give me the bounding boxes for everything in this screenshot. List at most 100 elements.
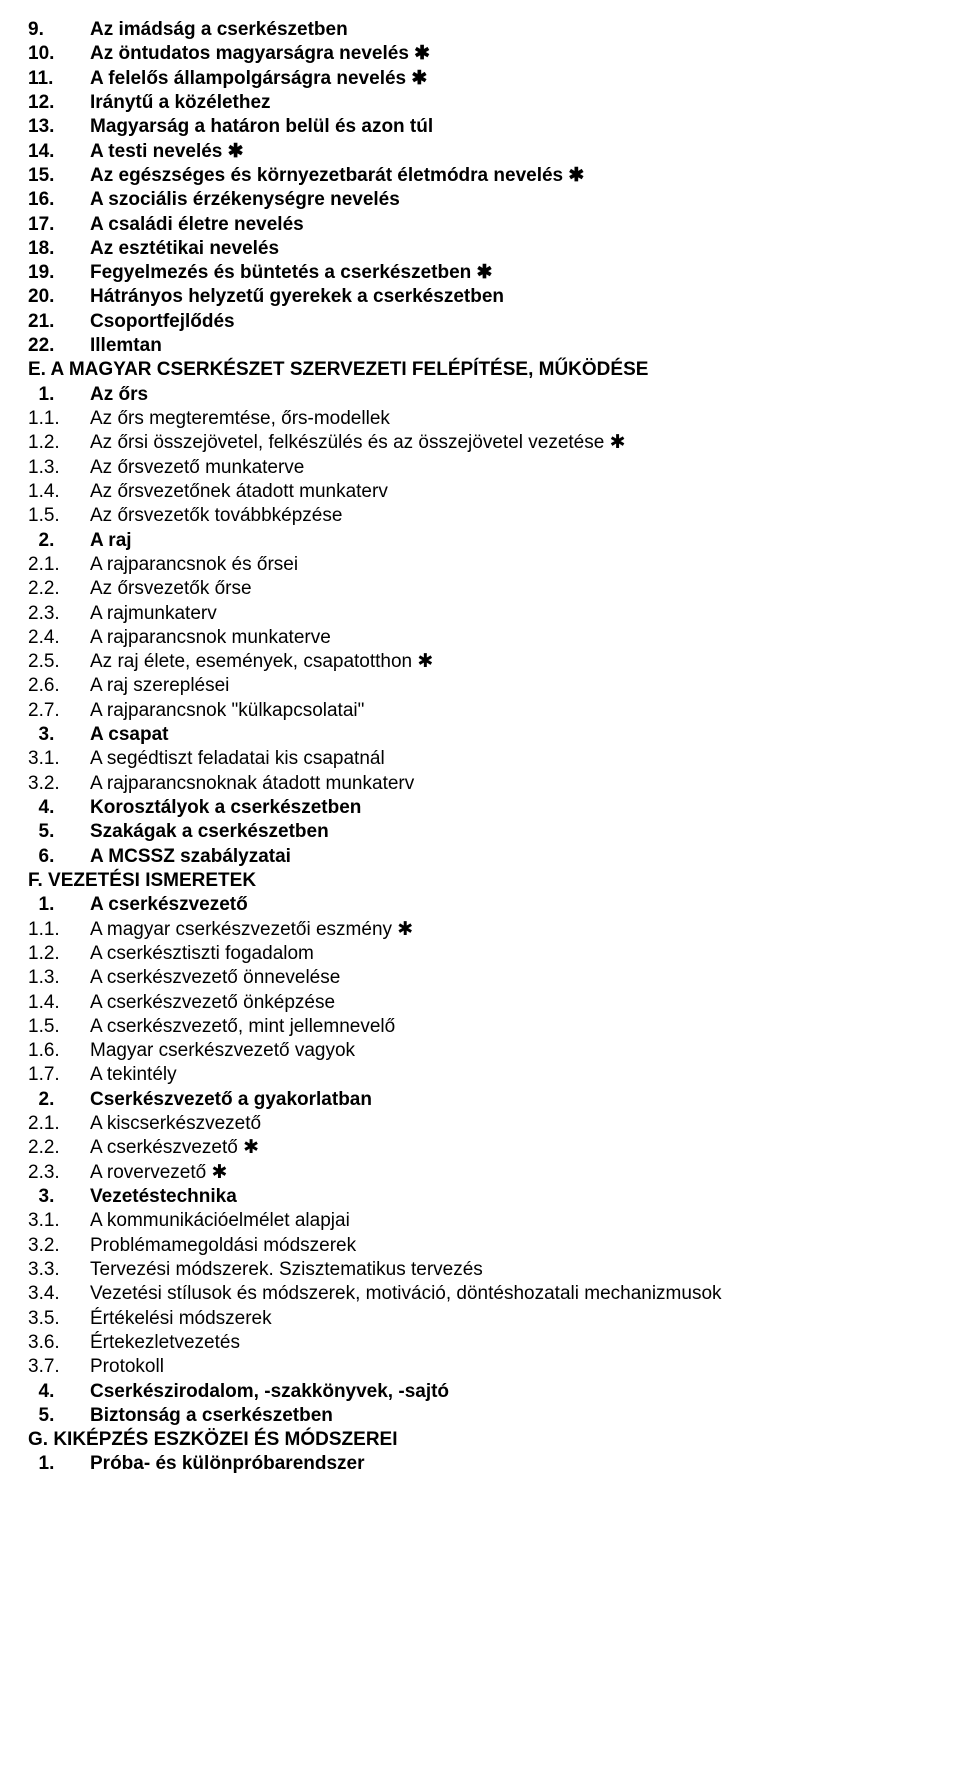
line-number: 2.1.	[28, 553, 90, 577]
line-number: 1.1.	[28, 407, 90, 431]
line-text: Csoportfejlődés	[90, 310, 235, 334]
line-number: 13.	[28, 115, 90, 139]
line-text: Magyar cserkészvezető vagyok	[90, 1039, 355, 1063]
list-line: 3.2.A rajparancsnoknak átadott munkaterv	[28, 772, 942, 796]
line-number: 1.2.	[28, 942, 90, 966]
list-line: 3.Vezetéstechnika	[28, 1185, 942, 1209]
line-text: Korosztályok a cserkészetben	[90, 796, 361, 820]
line-text: Az egészséges és környezetbarát életmódr…	[90, 164, 584, 188]
line-text: A cserkészvezető önképzése	[90, 991, 335, 1015]
line-number: 3.2.	[28, 772, 90, 796]
list-line: 1.4.Az őrsvezetőnek átadott munkaterv	[28, 480, 942, 504]
list-line: 13.Magyarság a határon belül és azon túl	[28, 115, 942, 139]
list-line: 1.Próba- és különpróbarendszer	[28, 1452, 942, 1476]
list-line: 2.4.A rajparancsnok munkaterve	[28, 626, 942, 650]
list-line: 15.Az egészséges és környezetbarát életm…	[28, 164, 942, 188]
line-text: A rovervezető ✱	[90, 1161, 227, 1185]
line-text: A cserkészvezető ✱	[90, 1136, 259, 1160]
line-number: 3.	[28, 1185, 90, 1209]
list-line: 3.4.Vezetési stílusok és módszerek, moti…	[28, 1282, 942, 1306]
line-number: 6.	[28, 845, 90, 869]
line-text: A segédtiszt feladatai kis csapatnál	[90, 747, 385, 771]
list-line: 17.A családi életre nevelés	[28, 213, 942, 237]
section-heading: G. KIKÉPZÉS ESZKÖZEI ÉS MÓDSZEREI	[28, 1428, 942, 1452]
list-line: 2.7.A rajparancsnok "külkapcsolatai"	[28, 699, 942, 723]
line-number: 2.5.	[28, 650, 90, 674]
list-line: 1.7.A tekintély	[28, 1063, 942, 1087]
line-number: 2.1.	[28, 1112, 90, 1136]
list-line: 1.A cserkészvezető	[28, 893, 942, 917]
line-number: 2.	[28, 529, 90, 553]
line-text: A rajparancsnoknak átadott munkaterv	[90, 772, 414, 796]
list-line: 3.1.A kommunikációelmélet alapjai	[28, 1209, 942, 1233]
list-line: 3.6.Értekezletvezetés	[28, 1331, 942, 1355]
line-number: 2.	[28, 1088, 90, 1112]
list-line: 1.4.A cserkészvezető önképzése	[28, 991, 942, 1015]
list-line: 3.1.A segédtiszt feladatai kis csapatnál	[28, 747, 942, 771]
line-number: 1.4.	[28, 991, 90, 1015]
line-text: Cserkészirodalom, -szakkönyvek, -sajtó	[90, 1380, 449, 1404]
line-text: A testi nevelés ✱	[90, 140, 244, 164]
line-number: 20.	[28, 285, 90, 309]
line-number: 17.	[28, 213, 90, 237]
line-number: 9.	[28, 18, 90, 42]
line-number: 3.5.	[28, 1307, 90, 1331]
list-line: 10.Az öntudatos magyarságra nevelés ✱	[28, 42, 942, 66]
line-number: 3.3.	[28, 1258, 90, 1282]
line-text: A rajparancsnok és őrsei	[90, 553, 298, 577]
list-line: 11.A felelős állampolgárságra nevelés ✱	[28, 67, 942, 91]
line-number: 1.	[28, 893, 90, 917]
line-text: Illemtan	[90, 334, 162, 358]
line-number: 1.3.	[28, 966, 90, 990]
line-number: 16.	[28, 188, 90, 212]
line-number: 2.3.	[28, 602, 90, 626]
line-number: 3.	[28, 723, 90, 747]
list-line: 1.3.A cserkészvezető önnevelése	[28, 966, 942, 990]
list-line: 2.3.A rovervezető ✱	[28, 1161, 942, 1185]
list-line: 4.Cserkészirodalom, -szakkönyvek, -sajtó	[28, 1380, 942, 1404]
line-number: 3.1.	[28, 1209, 90, 1233]
list-line: 3.A csapat	[28, 723, 942, 747]
line-number: 18.	[28, 237, 90, 261]
line-number: 3.2.	[28, 1234, 90, 1258]
list-line: 19.Fegyelmezés és büntetés a cserkészetb…	[28, 261, 942, 285]
list-line: 1.2.Az őrsi összejövetel, felkészülés és…	[28, 431, 942, 455]
line-text: Próba- és különpróbarendszer	[90, 1452, 365, 1476]
line-number: 4.	[28, 796, 90, 820]
line-text: A kommunikációelmélet alapjai	[90, 1209, 350, 1233]
list-line: 1.3.Az őrsvezető munkaterve	[28, 456, 942, 480]
section-heading: F. VEZETÉSI ISMERETEK	[28, 869, 942, 893]
list-line: 3.3.Tervezési módszerek. Szisztematikus …	[28, 1258, 942, 1282]
line-text: A rajmunkaterv	[90, 602, 217, 626]
line-number: 1.	[28, 383, 90, 407]
list-line: 2.2.Az őrsvezetők őrse	[28, 577, 942, 601]
line-number: 10.	[28, 42, 90, 66]
line-number: 1.5.	[28, 1015, 90, 1039]
line-number: 2.2.	[28, 1136, 90, 1160]
list-line: 3.5.Értékelési módszerek	[28, 1307, 942, 1331]
line-text: Értékelési módszerek	[90, 1307, 272, 1331]
line-text: A felelős állampolgárságra nevelés ✱	[90, 67, 427, 91]
line-number: 2.2.	[28, 577, 90, 601]
list-line: 1.5.Az őrsvezetők továbbképzése	[28, 504, 942, 528]
line-text: Az őrs	[90, 383, 148, 407]
line-number: 12.	[28, 91, 90, 115]
list-line: 2.3.A rajmunkaterv	[28, 602, 942, 626]
line-number: 5.	[28, 820, 90, 844]
line-text: Az őrsvezetőnek átadott munkaterv	[90, 480, 388, 504]
list-line: 2.1.A rajparancsnok és őrsei	[28, 553, 942, 577]
line-text: Az őrsi összejövetel, felkészülés és az …	[90, 431, 626, 455]
line-text: Cserkészvezető a gyakorlatban	[90, 1088, 372, 1112]
list-line: 16.A szociális érzékenységre nevelés	[28, 188, 942, 212]
line-text: Biztonság a cserkészetben	[90, 1404, 333, 1428]
list-line: 1.Az őrs	[28, 383, 942, 407]
line-number: 19.	[28, 261, 90, 285]
list-line: 2.2.A cserkészvezető ✱	[28, 1136, 942, 1160]
line-text: Vezetési stílusok és módszerek, motiváci…	[90, 1282, 722, 1306]
line-text: Az raj élete, események, csapatotthon ✱	[90, 650, 433, 674]
list-line: 22.Illemtan	[28, 334, 942, 358]
section-heading: E. A MAGYAR CSERKÉSZET SZERVEZETI FELÉPÍ…	[28, 358, 942, 382]
line-text: A rajparancsnok "külkapcsolatai"	[90, 699, 364, 723]
line-text: Az esztétikai nevelés	[90, 237, 279, 261]
line-number: 1.7.	[28, 1063, 90, 1087]
